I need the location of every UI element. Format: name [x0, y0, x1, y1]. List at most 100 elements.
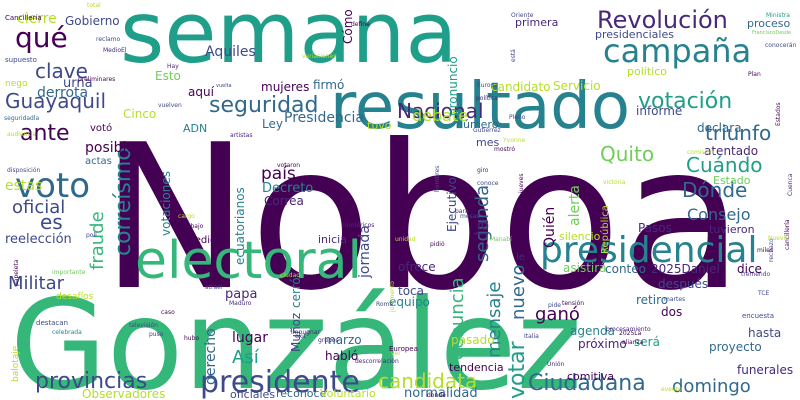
cloud-word: TCE — [757, 290, 770, 297]
cloud-word: Aquiles — [205, 44, 256, 60]
cloud-word: importante — [52, 269, 86, 276]
cloud-word: nuevo — [508, 264, 529, 320]
cloud-word: atraer — [205, 284, 224, 291]
cloud-word: jornada — [357, 225, 373, 279]
cloud-word: informe — [636, 104, 682, 118]
cloud-word: próximo — [578, 337, 627, 351]
cloud-word: Nuevo — [768, 235, 788, 242]
cloud-word: Gutiérrez — [473, 127, 501, 134]
cloud-word: Observadores — [82, 387, 165, 400]
cloud-word: Europa — [477, 82, 498, 89]
cloud-word: rechazo — [768, 238, 775, 262]
cloud-word: Muñoz — [289, 313, 303, 352]
cloud-word: total — [87, 2, 101, 9]
cloud-word: puso — [149, 331, 164, 338]
cloud-word: firmó — [313, 78, 344, 92]
cloud-word: evento — [661, 386, 682, 393]
cloud-word: mensaje — [484, 282, 505, 359]
cloud-word: Correa — [264, 194, 304, 208]
cloud-word: presidenciales — [595, 28, 674, 41]
cloud-word: ecuatorianos — [233, 187, 247, 265]
cloud-word: hombres — [434, 166, 441, 192]
cloud-word: 2025La — [619, 330, 642, 337]
cloud-word: Cómo — [341, 9, 355, 44]
cloud-word: Esto — [155, 69, 181, 83]
cloud-word: papa — [225, 287, 257, 302]
cloud-word: Roma — [376, 301, 393, 308]
cloud-word: segunda — [472, 185, 493, 262]
cloud-word: Cinco — [123, 107, 156, 121]
cloud-word: hasta — [748, 326, 781, 340]
cloud-word: oficial — [12, 197, 65, 218]
cloud-word: toca — [398, 284, 424, 298]
cloud-word: asistirá — [563, 261, 607, 275]
cloud-word: vuelven — [158, 102, 182, 109]
cloud-word: giro — [477, 167, 489, 174]
cloud-word: Quito — [600, 142, 654, 166]
cloud-word: exit — [295, 333, 307, 340]
cloud-word: tuvo — [367, 119, 392, 132]
cloud-word: Plan — [748, 71, 761, 78]
cloud-word: Cuenca — [787, 173, 794, 196]
cloud-word: resultado — [330, 70, 630, 144]
cloud-word: Italia — [524, 333, 539, 340]
cloud-word: provincias — [35, 369, 147, 394]
cloud-word: televisión — [129, 322, 158, 329]
cloud-word: Cuándo — [686, 153, 763, 177]
cloud-word: equipo — [389, 295, 430, 309]
cloud-word: victoria — [603, 179, 626, 186]
cloud-word: pidió — [430, 241, 445, 248]
cloud-word: medidas — [185, 235, 228, 246]
cloud-word: procesamiento — [606, 326, 651, 333]
cloud-word: Hay — [167, 63, 179, 70]
cloud-word: poll — [86, 232, 97, 239]
cloud-word: candidata — [378, 369, 477, 393]
cloud-word: mes — [476, 136, 499, 149]
cloud-word: posible — [85, 140, 135, 156]
cloud-word: mostró — [494, 146, 515, 153]
cloud-word: audiencia — [7, 131, 36, 138]
cloud-word: preliminares — [78, 76, 115, 83]
cloud-word: fraude — [87, 211, 108, 270]
cloud-word: República — [599, 205, 611, 254]
cloud-word: Unión — [547, 361, 565, 368]
cloud-word: conteo — [605, 262, 646, 276]
cloud-word: habló — [325, 349, 358, 363]
cloud-word: aquí — [188, 85, 215, 99]
cloud-word: Estado — [713, 174, 751, 187]
cloud-word: trabajo — [182, 223, 204, 230]
cloud-word: lugar — [232, 330, 268, 346]
cloud-word: numéricos — [343, 222, 374, 229]
cloud-word: caso — [161, 309, 175, 316]
cloud-word: actas — [85, 156, 112, 167]
cloud-word: votaciones — [159, 171, 173, 236]
cloud-word: candidato — [491, 80, 551, 94]
cloud-word: tremendo — [741, 271, 771, 278]
cloud-word: Pasos — [638, 221, 672, 235]
cloud-word: declara — [697, 121, 742, 135]
cloud-word: Ministra — [766, 12, 790, 19]
cloud-word: pide — [548, 302, 561, 309]
cloud-word: atentado — [704, 144, 758, 158]
cloud-word: político — [627, 65, 667, 78]
cloud-word: triunfo — [705, 121, 771, 145]
cloud-word: Presidencia — [284, 110, 364, 126]
cloud-word: ver — [391, 350, 401, 357]
cloud-word: Maduro — [229, 300, 252, 307]
cloud-word: Noboa — [100, 102, 744, 335]
cloud-word: Yvonne — [502, 137, 525, 144]
cloud-word: ciudad — [280, 272, 300, 279]
cloud-word: mujeres — [261, 80, 309, 94]
cloud-word: destacan — [36, 319, 68, 327]
cloud-word: descorrelación — [355, 358, 399, 365]
cloud-word: votó — [90, 122, 112, 134]
cloud-word: Europea — [389, 345, 418, 353]
cloud-word: ganó — [535, 304, 580, 325]
cloud-word: Ejecutivo — [445, 177, 459, 232]
cloud-word: semana — [120, 0, 457, 83]
cloud-word: silencio — [559, 230, 601, 243]
cloud-word: seguridadla — [4, 115, 40, 122]
cloud-word: está — [510, 49, 517, 62]
cloud-word: grupos — [318, 337, 339, 344]
cloud-word: cierre — [17, 11, 57, 27]
